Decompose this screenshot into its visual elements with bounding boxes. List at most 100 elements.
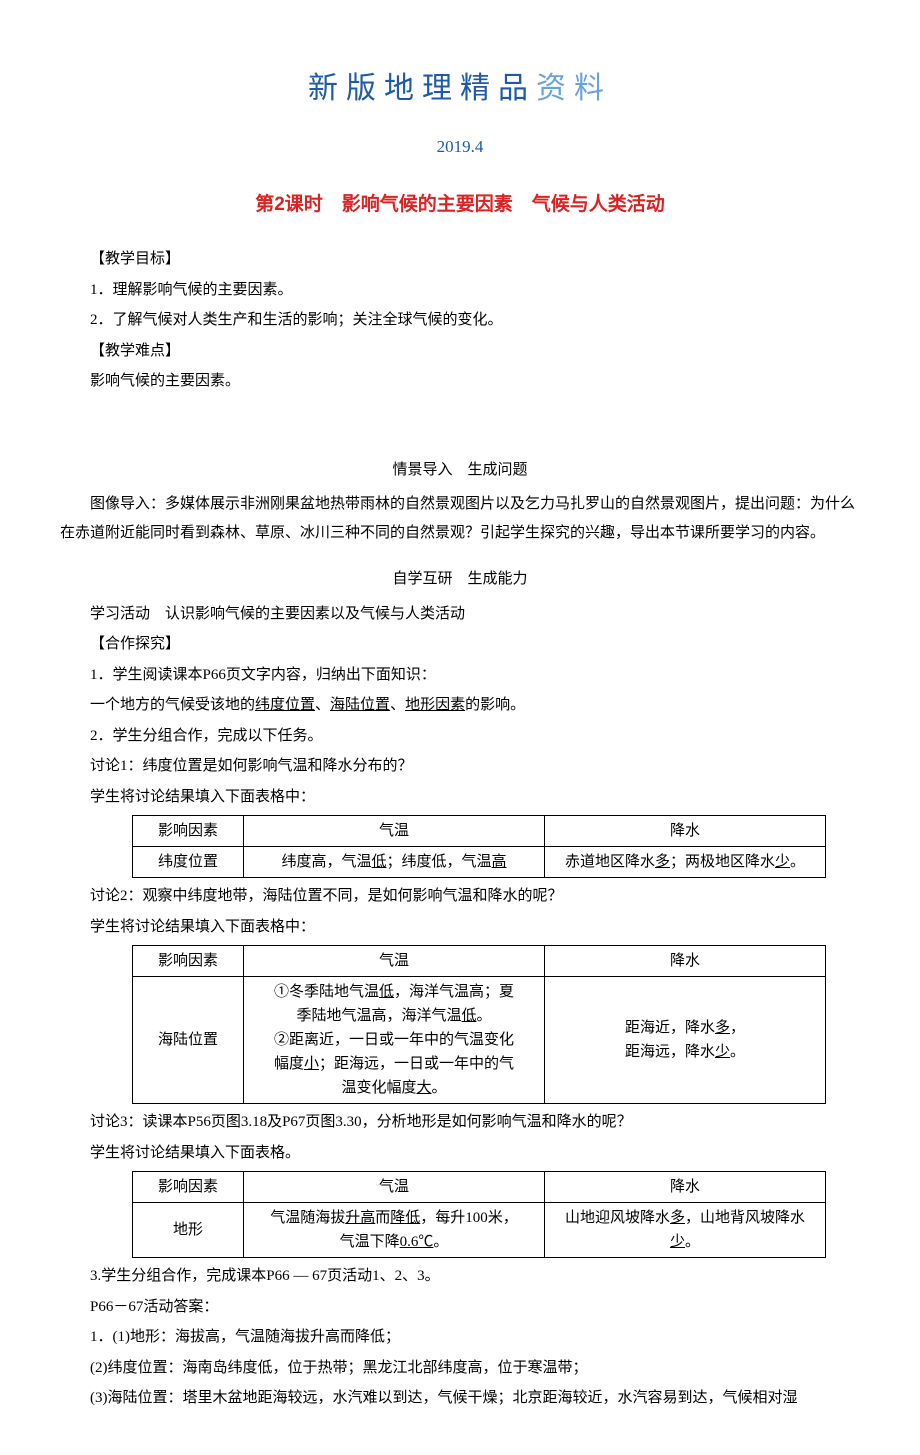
t2t-5u: 大 [416,1080,431,1096]
t3t-1b: 而 [375,1210,390,1226]
t3-rain: 山地迎风坡降水多，山地背风坡降水 少。 [545,1203,826,1258]
t2r-2u: 少 [715,1044,730,1060]
t2t-3a: ②距离近，一日或一年中的气温变化 [274,1032,514,1048]
title-light: 资料 [536,72,612,105]
t2t-1u: 低 [379,984,394,1000]
table-sea-land: 影响因素 气温 降水 海陆位置 ①冬季陆地气温低，海洋气温高；夏 季陆地气温高，… [132,945,826,1104]
t3t-2b: 。 [433,1234,448,1250]
t3t-2u: 0.6℃ [400,1234,434,1250]
th-temp: 气温 [244,1172,545,1203]
t3-factor: 地形 [133,1203,244,1258]
t3r-2u: 少 [670,1234,685,1250]
th-rain: 降水 [545,946,826,977]
t1-rain-2: ；两极地区降水 [670,854,775,870]
main-title: 新版地理精品资料 [60,60,860,117]
t3t-2a: 气温下降 [340,1234,400,1250]
scene-heading: 情景导入 生成问题 [60,456,860,485]
study-activity: 学习活动 认识影响气候的主要因素以及气候与人类活动 [60,600,860,629]
step-2: 2．学生分组合作，完成以下任务。 [60,722,860,751]
t2t-2u: 低 [461,1008,476,1024]
table-row: 影响因素 气温 降水 [133,946,826,977]
t2t-4b: ；距海远，一日或一年中的气 [319,1056,514,1072]
s1b-f3: 地形因素 [405,697,465,713]
t3-temp: 气温随海拔升高而降低，每升100米， 气温下降0.6℃。 [244,1203,545,1258]
t2-rain: 距海近，降水多， 距海远，降水少。 [545,977,826,1104]
t1-temp-2: ；纬度低，气温 [387,854,492,870]
t2t-2a: 季陆地气温高，海洋气温 [296,1008,461,1024]
t1-temp-u1: 低 [371,854,386,870]
t2t-2b: 。 [477,1008,492,1024]
t3t-1a: 气温随海拔 [270,1210,345,1226]
step-1: 1．学生阅读课本P66页文字内容，归纳出下面知识： [60,661,860,690]
table-row: 影响因素 气温 降水 [133,1172,826,1203]
discuss-2: 讨论2：观察中纬度地带，海陆位置不同，是如何影响气温和降水的呢？ [60,882,860,911]
goals-heading: 【教学目标】 [60,245,860,274]
answer-3: (3)海陆位置：塔里木盆地距海较远，水汽难以到达，气候干燥；北京距海较近，水汽容… [60,1384,860,1413]
t1-rain: 赤道地区降水多；两极地区降水少。 [545,847,826,878]
t3r-1a: 山地迎风坡降水 [565,1210,670,1226]
answers-heading: P66－67活动答案： [60,1293,860,1322]
s1b-post: 的影响。 [465,697,525,713]
spacer [60,398,860,438]
difficulty-heading: 【教学难点】 [60,337,860,366]
coop-heading: 【合作探究】 [60,630,860,659]
t2t-4u: 小 [304,1056,319,1072]
th-temp: 气温 [244,816,545,847]
s1b-sep2: 、 [390,697,405,713]
s1b-f1: 纬度位置 [255,697,315,713]
table-row: 海陆位置 ①冬季陆地气温低，海洋气温高；夏 季陆地气温高，海洋气温低。 ②距离近… [133,977,826,1104]
goal-1: 1．理解影响气候的主要因素。 [60,276,860,305]
t2t-4a: 幅度 [274,1056,304,1072]
th-temp: 气温 [244,946,545,977]
discuss-3: 讨论3：读课本P56页图3.18及P67页图3.30，分析地形是如何影响气温和降… [60,1108,860,1137]
scene-text: 图像导入：多媒体展示非洲刚果盆地热带雨林的自然景观图片以及乞力马扎罗山的自然景观… [60,490,860,547]
s1b-f2: 海陆位置 [330,697,390,713]
t1-temp-u2: 高 [492,854,507,870]
t3r-1b: ，山地背风坡降水 [685,1210,805,1226]
table-row: 地形 气温随海拔升高而降低，每升100米， 气温下降0.6℃。 山地迎风坡降水多… [133,1203,826,1258]
header-date: 2019.4 [60,131,860,163]
th-factor: 影响因素 [133,946,244,977]
t1-temp: 纬度高，气温低；纬度低，气温高 [244,847,545,878]
t2r-1b: ， [730,1020,745,1036]
t2t-1b: ，海洋气温高；夏 [394,984,514,1000]
table-row: 影响因素 气温 降水 [133,816,826,847]
th-rain: 降水 [545,1172,826,1203]
t1-temp-1: 纬度高，气温 [281,854,371,870]
t3t-1u1: 升高 [345,1210,375,1226]
goal-2: 2．了解气候对人类生产和生活的影响；关注全球气候的变化。 [60,306,860,335]
t2t-5a: 温变化幅度 [341,1080,416,1096]
t1-rain-u1: 多 [655,854,670,870]
t2-temp: ①冬季陆地气温低，海洋气温高；夏 季陆地气温高，海洋气温低。 ②距离近，一日或一… [244,977,545,1104]
difficulty-text: 影响气候的主要因素。 [60,367,860,396]
table-terrain: 影响因素 气温 降水 地形 气温随海拔升高而降低，每升100米， 气温下降0.6… [132,1171,826,1258]
t3r-2b: 。 [685,1234,700,1250]
t3t-1u2: 降低 [390,1210,420,1226]
t2r-1u: 多 [715,1020,730,1036]
lesson-title: 第2课时 影响气候的主要因素 气候与人类活动 [60,187,860,223]
discuss-1: 讨论1：纬度位置是如何影响气温和降水分布的？ [60,752,860,781]
t2t-5b: 。 [432,1080,447,1096]
step-1b: 一个地方的气候受该地的纬度位置、海陆位置、地形因素的影响。 [60,691,860,720]
t1-factor: 纬度位置 [133,847,244,878]
s1b-sep1: 、 [315,697,330,713]
t2t-1a: ①冬季陆地气温 [274,984,379,1000]
answer-2: (2)纬度位置：海南岛纬度低，位于热带；黑龙江北部纬度高，位于寒温带； [60,1354,860,1383]
discuss-2-fill: 学生将讨论结果填入下面表格中： [60,913,860,942]
discuss-1-fill: 学生将讨论结果填入下面表格中： [60,783,860,812]
step-3: 3.学生分组合作，完成课本P66 — 67页活动1、2、3。 [60,1262,860,1291]
table-row: 纬度位置 纬度高，气温低；纬度低，气温高 赤道地区降水多；两极地区降水少。 [133,847,826,878]
t1-rain-3: 。 [790,854,805,870]
t2-factor: 海陆位置 [133,977,244,1104]
study-heading: 自学互研 生成能力 [60,565,860,594]
t2r-1a: 距海近，降水 [625,1020,715,1036]
th-rain: 降水 [545,816,826,847]
table-latitude: 影响因素 气温 降水 纬度位置 纬度高，气温低；纬度低，气温高 赤道地区降水多；… [132,815,826,878]
t2r-2a: 距海远，降水 [625,1044,715,1060]
th-factor: 影响因素 [133,816,244,847]
t1-rain-u2: 少 [775,854,790,870]
t2r-2b: 。 [730,1044,745,1060]
title-dark: 新版地理精品 [308,72,536,105]
answer-1: 1．(1)地形：海拔高，气温随海拔升高而降低； [60,1323,860,1352]
t1-rain-1: 赤道地区降水 [565,854,655,870]
